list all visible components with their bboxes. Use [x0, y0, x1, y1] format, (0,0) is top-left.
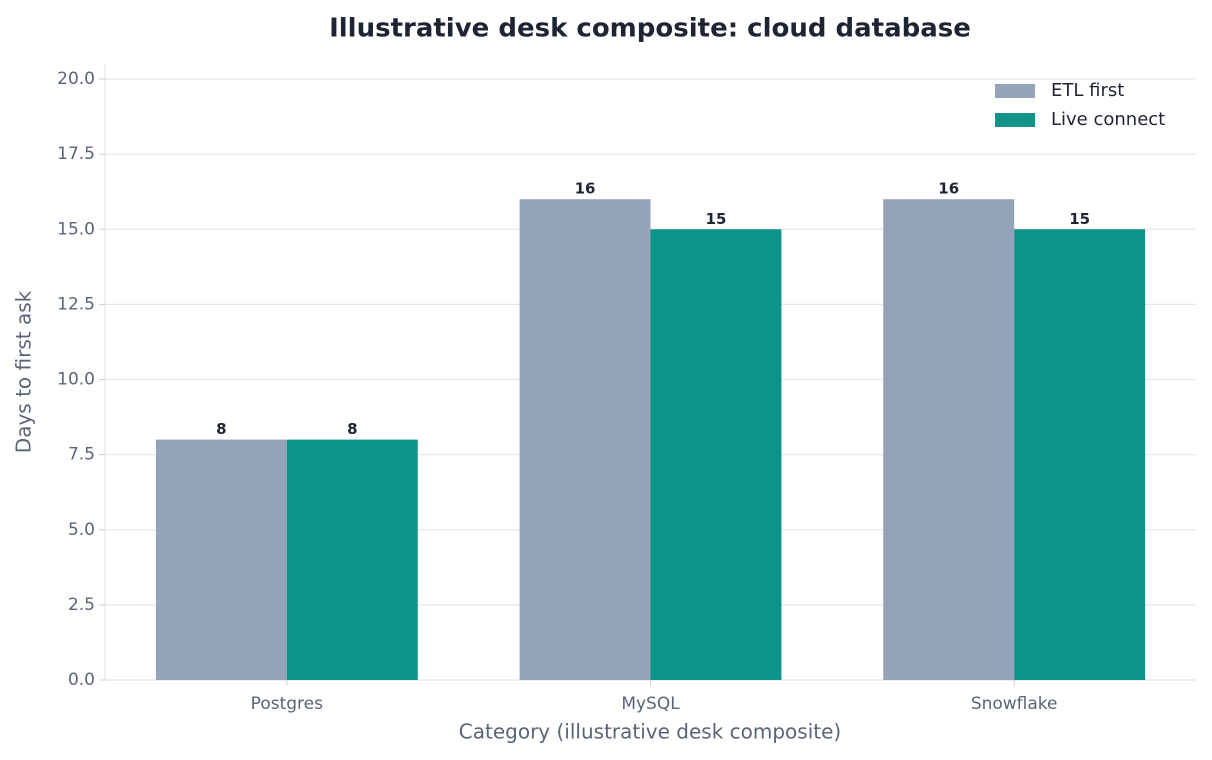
y-tick-label: 10.0: [57, 370, 95, 390]
y-tick-label: 17.5: [57, 144, 95, 164]
data-label: 16: [938, 180, 959, 198]
x-axis-label: Category (illustrative desk composite): [459, 720, 841, 744]
x-tick-label: Postgres: [251, 694, 323, 714]
bar: [883, 199, 1015, 680]
y-tick-label: 7.5: [68, 445, 95, 465]
y-tick-label: 15.0: [57, 219, 95, 239]
y-tick-label: 0.0: [68, 670, 95, 690]
chart-title: Illustrative desk composite: cloud datab…: [329, 14, 971, 44]
y-tick-label: 12.5: [57, 294, 95, 314]
x-tick-label: MySQL: [621, 694, 680, 714]
data-label: 15: [1069, 210, 1090, 228]
bar: [1014, 229, 1146, 680]
y-axis-label: Days to first ask: [12, 290, 36, 453]
y-tick-label: 5.0: [68, 520, 95, 540]
legend-label: ETL first: [1051, 80, 1124, 101]
data-label: 8: [347, 420, 357, 438]
bar: [286, 439, 418, 680]
legend-label: Live connect: [1051, 109, 1165, 130]
bar: [519, 199, 651, 680]
bar: [650, 229, 782, 680]
y-tick-label: 2.5: [68, 595, 95, 615]
legend-swatch: [995, 113, 1035, 127]
legend-swatch: [995, 84, 1035, 98]
data-label: 16: [575, 180, 596, 198]
data-label: 8: [216, 420, 226, 438]
y-tick-label: 20.0: [57, 69, 95, 89]
bar: [155, 439, 287, 680]
x-tick-label: Snowflake: [971, 694, 1058, 714]
data-label: 15: [706, 210, 727, 228]
